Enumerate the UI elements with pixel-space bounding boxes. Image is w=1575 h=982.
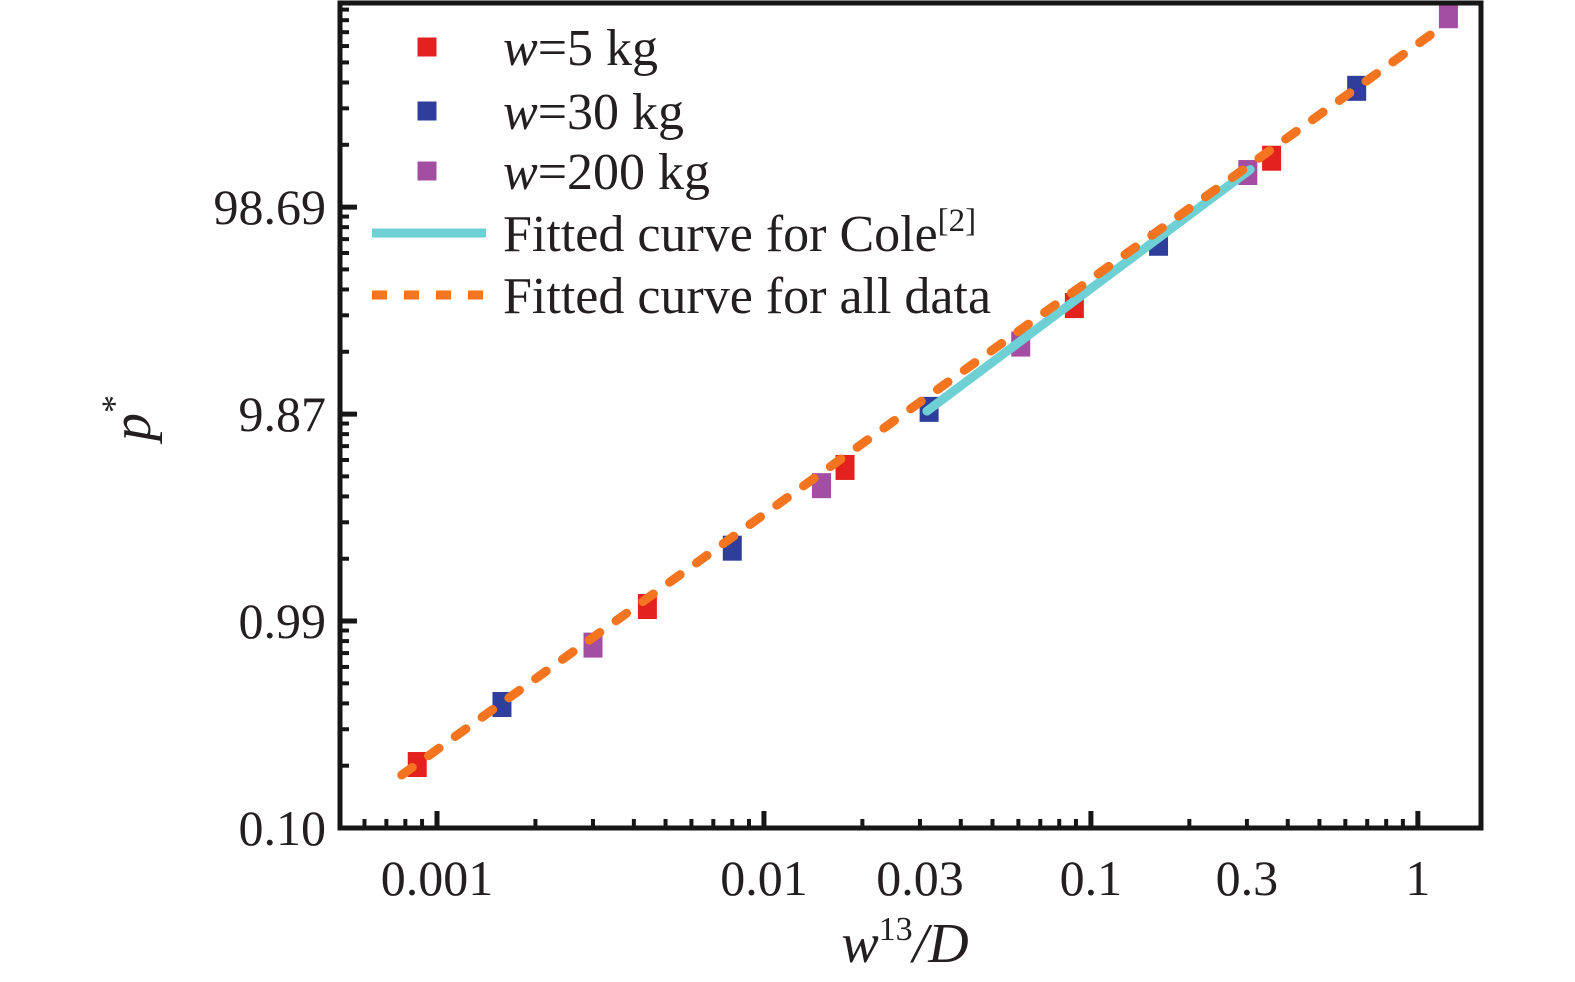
- x-tick-label: 0.03: [876, 850, 964, 906]
- y-axis-title: p*: [94, 395, 163, 445]
- x-tick-label: 0.3: [1216, 850, 1279, 906]
- legend-item-label: w=5 kg: [503, 20, 658, 77]
- legend-item-label: Fitted curve for Cole[2]: [503, 203, 976, 263]
- x-tick-label: 0.001: [381, 850, 494, 906]
- x-axis-tick-labels: 0.001 0.01 0.03 0.1 0.3 1: [381, 850, 1431, 906]
- fit-line-cole: [922, 164, 1255, 416]
- fitted-lines-overlay: [922, 164, 1255, 416]
- fit-line-all-data: [397, 19, 1451, 780]
- x-axis-title: w13/D: [841, 911, 968, 975]
- x-tick-label: 1: [1405, 850, 1430, 906]
- y-tick-label: 0.10: [239, 800, 327, 856]
- legend-item-label: w=30 kg: [503, 84, 684, 141]
- x-tick-label: 0.1: [1060, 850, 1123, 906]
- legend-marker-series1: [417, 37, 437, 57]
- y-tick-label: 0.99: [239, 593, 327, 649]
- y-tick-label: 98.69: [214, 179, 327, 235]
- fitted-curves-layer: [397, 19, 1451, 780]
- legend-item-label: w=200 kg: [503, 144, 710, 201]
- x-tick-label: 0.01: [720, 850, 808, 906]
- y-tick-label: 9.87: [239, 386, 327, 442]
- data-point-marker-series3: [1438, 3, 1458, 29]
- legend-item-label: Fitted curve for all data: [503, 268, 991, 325]
- legend-marker-series3: [417, 161, 437, 181]
- plot-frame: [337, 0, 1484, 831]
- y-axis-tick-labels: 98.69 9.87 0.99 0.10: [214, 179, 327, 856]
- legend-marker-series2: [417, 101, 437, 121]
